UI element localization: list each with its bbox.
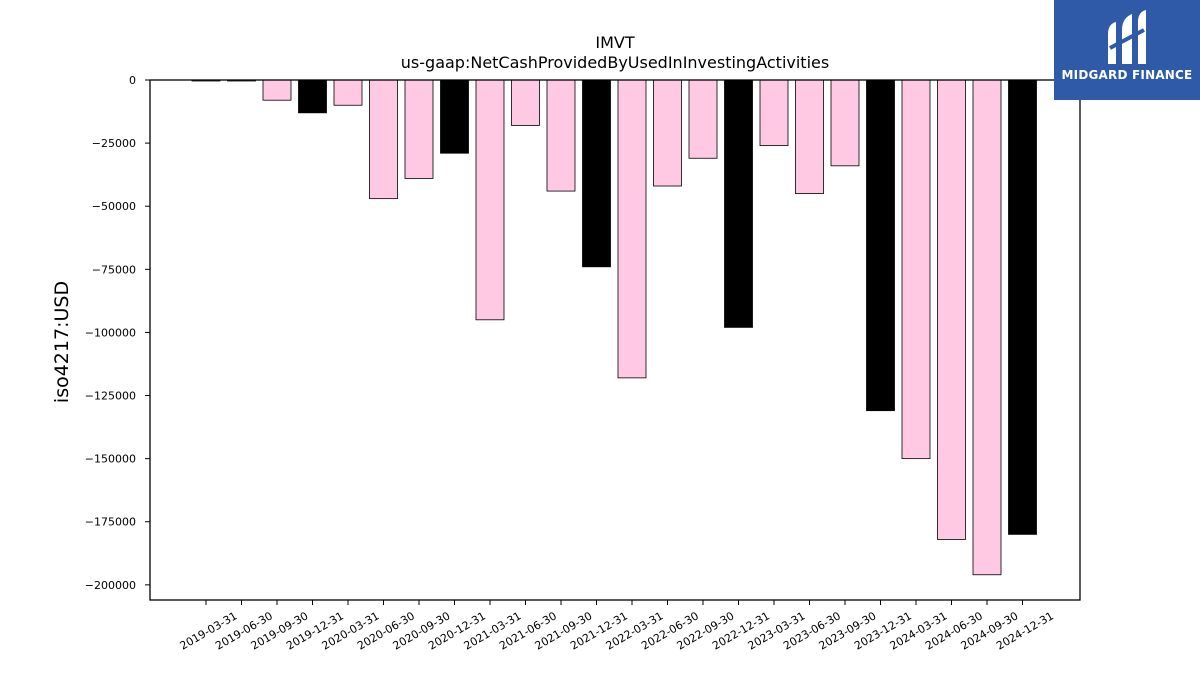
chart-subtitle: us-gaap:NetCashProvidedByUsedInInvesting… <box>401 53 829 72</box>
bar-2020-12-31 <box>440 79 469 154</box>
y-tick-label: −150000 <box>85 453 136 466</box>
bar-2023-03-31 <box>759 79 789 147</box>
bar-2024-03-31 <box>901 79 931 460</box>
y-tick-label: −25000 <box>92 137 136 150</box>
bar-2024-12-31 <box>1008 79 1037 535</box>
bar-2022-06-30 <box>653 79 682 187</box>
bar-2022-09-30 <box>688 79 718 159</box>
bar-2020-03-31 <box>333 79 363 106</box>
y-tick-label: −75000 <box>92 263 136 276</box>
y-tick-label: −125000 <box>85 390 136 403</box>
bar-2023-06-30 <box>795 79 824 194</box>
y-tick-label: −175000 <box>85 516 136 529</box>
y-tick-label: −100000 <box>85 326 136 339</box>
brand-logo: MIDGARD FINANCE <box>1054 0 1200 100</box>
bar-2022-12-31 <box>724 79 753 328</box>
bar-2024-06-30 <box>937 79 966 540</box>
bar-2019-09-30 <box>262 79 292 101</box>
bar-2024-09-30 <box>972 79 1002 576</box>
bar-2021-06-30 <box>511 79 540 126</box>
y-tick-label: −200000 <box>85 579 136 592</box>
y-axis: 0 −25000 −50000 −75000 −100000 −125000 −150000… <box>85 74 150 592</box>
bars-group <box>191 79 1037 576</box>
brand-name: MIDGARD FINANCE <box>1061 68 1193 82</box>
bar-2021-03-31 <box>475 79 505 321</box>
bar-2019-12-31 <box>298 79 327 114</box>
y-tick-label: −50000 <box>92 200 136 213</box>
bar-2023-09-30 <box>830 79 860 167</box>
plot-frame <box>149 79 1081 601</box>
bar-2020-06-30 <box>369 79 398 200</box>
x-axis: 2019-03-312019-06-302019-09-302019-12-31… <box>178 600 1056 653</box>
y-axis-label: iso4217:USD <box>51 281 73 403</box>
chart-title: IMVT <box>595 33 634 52</box>
brand-mark-icon <box>1108 10 1146 64</box>
bar-2022-03-31 <box>617 79 647 379</box>
bar-2023-12-31 <box>866 79 895 412</box>
bar-2020-09-30 <box>404 79 434 179</box>
bar-2021-09-30 <box>546 79 576 192</box>
bar-2021-12-31 <box>582 79 611 268</box>
y-tick-label: 0 <box>129 74 136 87</box>
